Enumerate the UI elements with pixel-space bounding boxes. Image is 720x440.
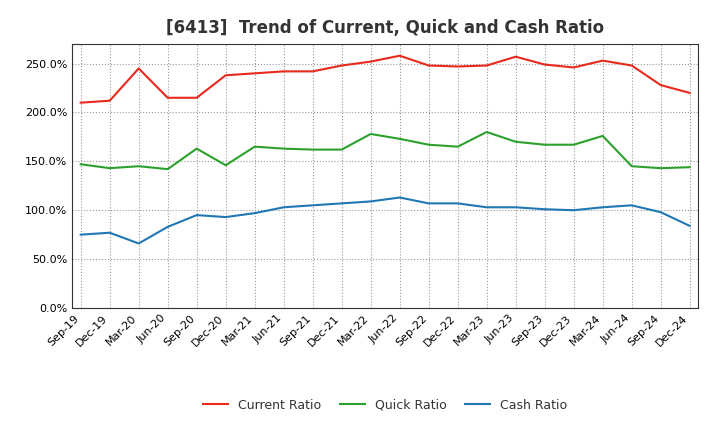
Quick Ratio xyxy=(338,147,346,152)
Quick Ratio xyxy=(221,163,230,168)
Quick Ratio xyxy=(192,146,201,151)
Current Ratio xyxy=(279,69,288,74)
Current Ratio xyxy=(570,65,578,70)
Current Ratio xyxy=(76,100,85,105)
Current Ratio xyxy=(454,64,462,69)
Quick Ratio xyxy=(163,166,172,172)
Quick Ratio xyxy=(482,129,491,135)
Current Ratio xyxy=(395,53,404,59)
Cash Ratio xyxy=(163,224,172,230)
Current Ratio xyxy=(541,62,549,67)
Cash Ratio xyxy=(308,203,317,208)
Current Ratio xyxy=(685,90,694,95)
Cash Ratio xyxy=(685,223,694,228)
Line: Current Ratio: Current Ratio xyxy=(81,56,690,103)
Quick Ratio xyxy=(541,142,549,147)
Cash Ratio xyxy=(627,203,636,208)
Cash Ratio xyxy=(657,209,665,215)
Current Ratio xyxy=(251,71,259,76)
Line: Cash Ratio: Cash Ratio xyxy=(81,198,690,243)
Cash Ratio xyxy=(105,230,114,235)
Current Ratio xyxy=(221,73,230,78)
Current Ratio xyxy=(598,58,607,63)
Cash Ratio xyxy=(251,210,259,216)
Title: [6413]  Trend of Current, Quick and Cash Ratio: [6413] Trend of Current, Quick and Cash … xyxy=(166,19,604,37)
Quick Ratio xyxy=(308,147,317,152)
Current Ratio xyxy=(366,59,375,64)
Current Ratio xyxy=(424,63,433,68)
Quick Ratio xyxy=(657,165,665,171)
Quick Ratio xyxy=(598,133,607,139)
Current Ratio xyxy=(657,82,665,88)
Quick Ratio xyxy=(279,146,288,151)
Current Ratio xyxy=(163,95,172,100)
Cash Ratio xyxy=(192,213,201,218)
Quick Ratio xyxy=(454,144,462,149)
Legend: Current Ratio, Quick Ratio, Cash Ratio: Current Ratio, Quick Ratio, Cash Ratio xyxy=(203,399,567,412)
Current Ratio xyxy=(105,98,114,103)
Quick Ratio xyxy=(570,142,578,147)
Quick Ratio xyxy=(511,139,520,144)
Quick Ratio xyxy=(105,165,114,171)
Quick Ratio xyxy=(395,136,404,142)
Cash Ratio xyxy=(424,201,433,206)
Current Ratio xyxy=(308,69,317,74)
Current Ratio xyxy=(511,54,520,59)
Cash Ratio xyxy=(221,214,230,220)
Current Ratio xyxy=(627,63,636,68)
Cash Ratio xyxy=(395,195,404,200)
Cash Ratio xyxy=(135,241,143,246)
Cash Ratio xyxy=(338,201,346,206)
Cash Ratio xyxy=(366,199,375,204)
Cash Ratio xyxy=(570,208,578,213)
Cash Ratio xyxy=(482,205,491,210)
Quick Ratio xyxy=(366,131,375,136)
Cash Ratio xyxy=(511,205,520,210)
Current Ratio xyxy=(482,63,491,68)
Cash Ratio xyxy=(454,201,462,206)
Current Ratio xyxy=(135,66,143,71)
Cash Ratio xyxy=(76,232,85,237)
Quick Ratio xyxy=(627,164,636,169)
Quick Ratio xyxy=(251,144,259,149)
Quick Ratio xyxy=(135,164,143,169)
Cash Ratio xyxy=(598,205,607,210)
Line: Quick Ratio: Quick Ratio xyxy=(81,132,690,169)
Quick Ratio xyxy=(424,142,433,147)
Cash Ratio xyxy=(541,207,549,212)
Cash Ratio xyxy=(279,205,288,210)
Current Ratio xyxy=(338,63,346,68)
Quick Ratio xyxy=(76,161,85,167)
Current Ratio xyxy=(192,95,201,100)
Quick Ratio xyxy=(685,165,694,170)
